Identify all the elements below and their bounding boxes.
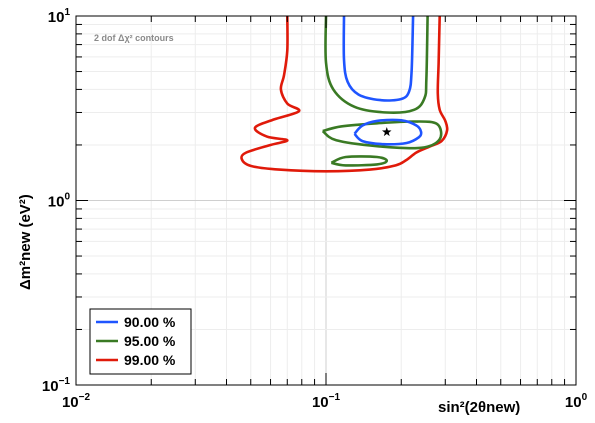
grid-lines	[75, 16, 576, 386]
legend-label: 90.00 %	[124, 314, 176, 330]
contour-9500	[324, 15, 429, 114]
legend-label: 95.00 %	[124, 333, 176, 349]
legend-label: 99.00 %	[124, 352, 176, 368]
tick-label: 100	[48, 192, 71, 211]
contour-9500	[321, 120, 443, 150]
x-axis-label: sin²(2θnew)	[438, 399, 520, 416]
axis-ticks	[75, 16, 576, 386]
tick-label: 10−2	[62, 392, 91, 411]
contour-9000	[342, 15, 415, 102]
y-axis-label: Δm²new (eV²)	[17, 194, 34, 290]
best-fit-marker	[382, 127, 392, 137]
tick-label: 101	[48, 7, 71, 26]
tick-label: 100	[565, 392, 588, 411]
tick-label: 10−1	[312, 392, 341, 411]
tick-label: 10−1	[42, 376, 71, 395]
contour-9000	[353, 118, 423, 146]
legend: 90.00 % 95.00 % 99.00 %	[89, 308, 192, 375]
contour-9500	[330, 155, 389, 167]
best-fit-star	[382, 127, 392, 137]
contour-annotation: 2 dof Δχ² contours	[94, 33, 174, 43]
contour-curves	[240, 15, 449, 173]
contour-9900	[240, 15, 449, 173]
